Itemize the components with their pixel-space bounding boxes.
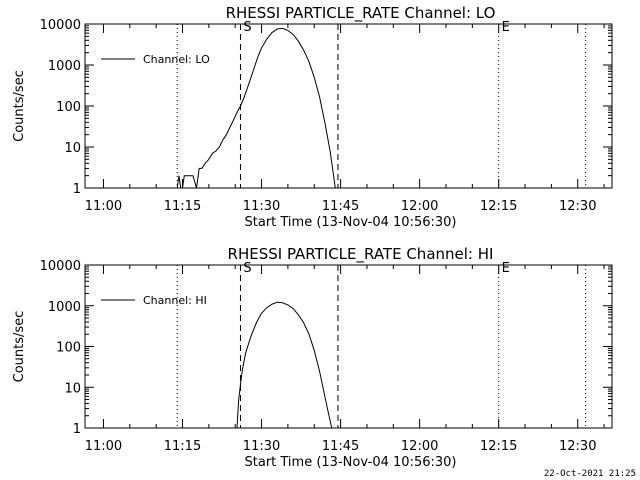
y-tick-label: 1 (73, 182, 81, 197)
legend-label: Channel: HI (143, 294, 207, 307)
y-axis-label: Counts/sec (12, 70, 27, 142)
y-tick-label: 1000 (48, 59, 81, 74)
x-tick-label: 12:30 (559, 439, 596, 454)
x-axis-label: Start Time (13-Nov-04 10:56:30) (245, 455, 457, 470)
y-tick-label: 1000 (48, 300, 81, 315)
chart-title: RHESSI PARTICLE_RATE Channel: LO (226, 4, 496, 23)
chart-title: RHESSI PARTICLE_RATE Channel: HI (228, 245, 494, 264)
x-tick-label: 11:15 (164, 199, 201, 214)
x-tick-label: 11:15 (164, 439, 201, 454)
plot-frame (84, 23, 613, 189)
plot-frame (84, 264, 613, 429)
x-tick-label: 12:15 (480, 199, 517, 214)
y-tick-label: 100 (56, 341, 81, 356)
y-tick-label: 10 (64, 381, 81, 396)
y-tick-label: 10000 (40, 18, 81, 33)
x-tick-label: 11:45 (322, 439, 359, 454)
marker-label-s: S (243, 261, 251, 276)
marker-label-e: E (502, 20, 510, 35)
x-tick-label: 11:45 (322, 199, 359, 214)
y-tick-label: 10 (64, 141, 81, 156)
y-tick-label: 10000 (40, 259, 81, 274)
marker-label-s: S (243, 20, 251, 35)
x-tick-label: 11:30 (243, 199, 280, 214)
y-tick-label: 1 (73, 422, 81, 437)
x-tick-label: 12:15 (480, 439, 517, 454)
chart-panel-2: RHESSI PARTICLE_RATE Channel: HI Counts/s… (12, 245, 613, 470)
x-tick-label: 11:00 (85, 439, 122, 454)
x-tick-label: 11:00 (85, 199, 122, 214)
x-tick-label: 12:00 (401, 439, 438, 454)
series-line-1 (236, 301, 333, 429)
x-axis-label: Start Time (13-Nov-04 10:56:30) (245, 215, 457, 230)
x-tick-label: 11:30 (243, 439, 280, 454)
chart-panel-1: RHESSI PARTICLE_RATE Channel: LO Counts/s… (12, 4, 613, 230)
y-tick-label: 100 (56, 100, 81, 115)
x-tick-label: 12:30 (559, 199, 596, 214)
marker-label-e: E (502, 261, 510, 276)
plot-timestamp: 22-Oct-2021 21:25 (543, 469, 636, 479)
legend-label: Channel: LO (143, 53, 210, 66)
x-tick-label: 12:00 (401, 199, 438, 214)
y-axis-label: Counts/sec (12, 311, 27, 383)
series-line-1 (176, 27, 336, 189)
